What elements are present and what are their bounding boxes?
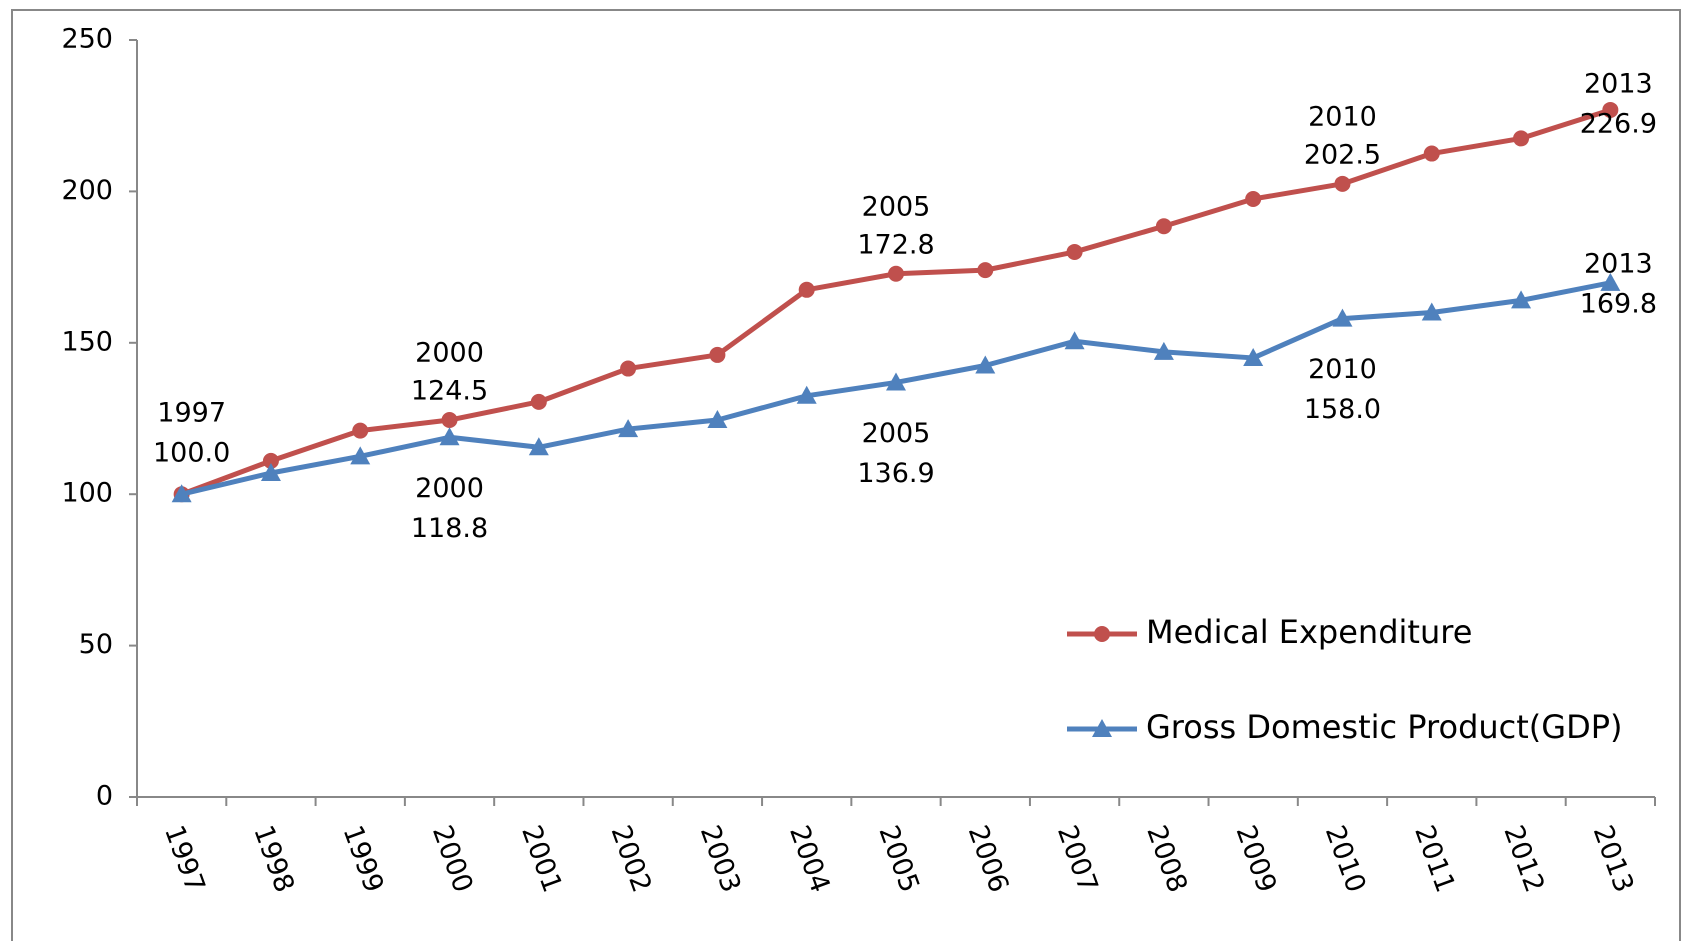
x-tick-label: 2004: [783, 821, 836, 896]
x-tick-label: 2011: [1408, 821, 1461, 896]
data-point: [620, 360, 637, 377]
x-tick-label: 2013: [1587, 821, 1640, 896]
data-point: [1153, 341, 1174, 360]
data-point: [1064, 331, 1085, 350]
x-tick-label: 2003: [694, 821, 747, 896]
data-point: [1600, 272, 1621, 291]
data-label: 172.8: [857, 229, 934, 260]
data-point: [528, 437, 549, 456]
y-tick-label: 50: [79, 629, 113, 660]
data-point: [886, 372, 906, 391]
x-tick-label: 2012: [1497, 821, 1550, 896]
data-label: 158.0: [1304, 394, 1381, 425]
data-point: [709, 346, 726, 363]
legend-label: Gross Domestic Product(GDP): [1146, 708, 1623, 746]
data-point: [1423, 145, 1440, 162]
data-point: [350, 446, 371, 465]
data-label: 124.5: [411, 376, 488, 407]
data-point: [888, 265, 904, 282]
data-point: [1513, 130, 1530, 147]
x-tick-label: 2009: [1230, 821, 1283, 896]
data-label-year: 1997: [157, 398, 226, 429]
data-point: [171, 484, 192, 503]
y-tick-label: 0: [96, 781, 113, 812]
chart-frame: [11, 9, 1681, 941]
data-point: [1066, 243, 1083, 260]
data-point: [798, 281, 815, 298]
data-point: [1421, 302, 1442, 321]
data-label: 136.9: [857, 458, 934, 489]
data-point: [1334, 175, 1351, 192]
data-label-year: 2013: [1584, 68, 1653, 99]
data-point: [352, 422, 369, 439]
data-label-year: 2000: [415, 338, 484, 369]
x-tick-label: 2008: [1140, 821, 1193, 896]
data-point: [530, 393, 547, 410]
data-label-year: 2010: [1308, 101, 1377, 132]
data-point: [796, 385, 817, 404]
data-point: [707, 410, 728, 429]
x-tick-label: 2006: [962, 821, 1015, 896]
data-label: 118.8: [411, 513, 488, 544]
x-tick-label: 2010: [1319, 821, 1372, 896]
x-tick-label: 1998: [247, 821, 300, 896]
data-point: [1245, 190, 1262, 207]
data-label-year: 2005: [862, 418, 931, 449]
data-point: [260, 463, 281, 482]
x-tick-label: 2005: [872, 821, 925, 896]
y-tick-label: 100: [61, 478, 113, 509]
y-tick-label: 200: [61, 175, 113, 206]
data-point: [439, 427, 460, 446]
data-point: [1511, 290, 1532, 309]
legend-label: Medical Expenditure: [1146, 613, 1472, 651]
x-tick-label: 2000: [426, 821, 479, 896]
data-label: 226.9: [1580, 108, 1657, 139]
data-label: 169.8: [1580, 288, 1657, 319]
data-label: 202.5: [1304, 139, 1381, 170]
data-label-year: 2010: [1308, 354, 1377, 385]
x-tick-label: 1999: [337, 821, 390, 896]
data-point: [1602, 101, 1619, 118]
x-tick-label: 1997: [158, 821, 211, 896]
y-tick-label: 150: [61, 326, 113, 357]
x-tick-label: 2007: [1051, 821, 1104, 896]
legend-marker: [1092, 719, 1112, 737]
data-label-year: 2013: [1584, 248, 1653, 279]
x-tick-label: 2002: [604, 821, 657, 896]
data-point: [1155, 218, 1172, 235]
y-tick-label: 250: [61, 24, 113, 55]
data-point: [618, 419, 639, 438]
legend-marker: [1094, 626, 1110, 642]
data-label: 100.0: [153, 438, 230, 469]
data-point: [1243, 347, 1264, 366]
data-label-year: 2005: [862, 191, 931, 222]
data-point: [975, 355, 996, 374]
data-label-year: 2000: [415, 473, 484, 504]
data-point: [977, 262, 994, 279]
data-point: [262, 452, 279, 469]
data-point: [441, 412, 458, 429]
data-point: [1332, 308, 1353, 327]
x-tick-label: 2001: [515, 821, 568, 896]
